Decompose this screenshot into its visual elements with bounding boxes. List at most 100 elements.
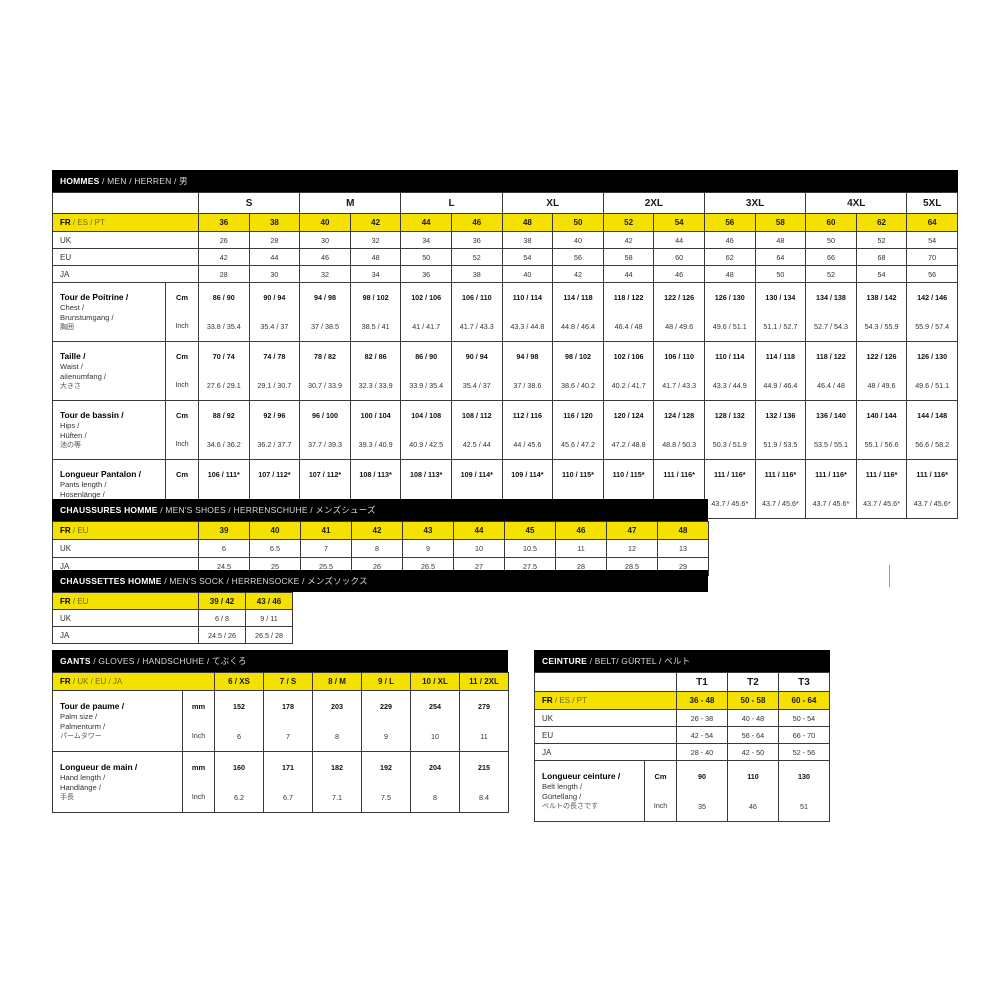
scale-value: 34	[349, 265, 402, 283]
measurement-value-inch: 43.7 / 45.6*	[805, 489, 857, 519]
gloves-value-inch: 8	[312, 721, 362, 752]
shoes-row-label: UK	[52, 539, 199, 558]
measurement-value-inch: 41 / 41.7	[400, 312, 452, 342]
measurement-row-cm: Tour de bassin / Hips / Hüften / 池の等 Cm 88 / …	[52, 400, 958, 460]
size-group-5xl: 5XL	[906, 192, 958, 214]
scale-value: 44	[653, 231, 705, 249]
measurement-value-inch: 35.4 / 37	[248, 312, 301, 342]
gloves-value-inch: 6.7	[263, 782, 313, 813]
scale-value: 58	[602, 248, 655, 266]
measurement-label-ja: 手長	[60, 792, 74, 801]
gloves-value-inch: 11	[459, 721, 509, 752]
shoes-value: 10.5	[504, 539, 556, 558]
measurement-value-inch: 36.2 / 37.7	[248, 430, 301, 460]
scale-value: 70	[906, 248, 958, 266]
belt-value: 56 - 64	[727, 726, 779, 744]
unit-cm: Cm	[165, 459, 199, 489]
fr-label-sub: / EU	[70, 596, 89, 606]
measurement-value-inch: 38.5 / 41	[349, 312, 402, 342]
belt-measurement-row-inch: Inch 35 46 51	[535, 791, 830, 822]
scale-value: 52	[855, 231, 908, 249]
scale-value: 54	[906, 231, 958, 249]
measurement-row-cm: Longueur Pantalon / Pants length / Hosenlä…	[52, 459, 958, 519]
shoes-fr-value: 40	[249, 521, 301, 540]
fr-size-value: 62	[855, 213, 908, 232]
measurement-value-cm: 70 / 74	[198, 341, 250, 371]
measurement-value-inch: 35.4 / 37	[450, 371, 503, 401]
measurement-value-inch: 49.6 / 51.1	[906, 371, 958, 401]
measurement-value-cm: 108 / 112	[450, 400, 503, 430]
measurement-value-inch: 44 / 45.6	[501, 430, 554, 460]
fr-size-value: 60	[805, 213, 857, 232]
measurement-value-inch: 41.7 / 43.3	[450, 312, 503, 342]
scale-value: 42	[198, 248, 250, 266]
gloves-value-mm: 204	[410, 751, 460, 782]
measurement-value-cm: 111 / 116*	[653, 459, 705, 489]
fr-label-main: FR	[60, 677, 71, 686]
measurement-value-inch: 51.9 / 53.5	[754, 430, 807, 460]
size-group-2xl: 2XL	[602, 192, 705, 214]
measurement-value-cm: 109 / 114*	[501, 459, 554, 489]
belt-fr-value: 36 - 48	[676, 691, 728, 710]
socks-value: 6 / 8	[198, 609, 246, 627]
gloves-fr-value: 6 / XS	[214, 672, 264, 691]
gloves-value-mm: 192	[361, 751, 411, 782]
measurement-value-cm: 86 / 90	[400, 341, 452, 371]
fr-size-value: 58	[754, 213, 807, 232]
shoes-fr-value: 43	[402, 521, 454, 540]
belt-value: 28 - 40	[676, 743, 728, 761]
measurement-row-inch: Inch 34.6 / 36.2 36.2 / 37.7 37.7 / 39.3 39.…	[53, 430, 958, 460]
measurement-label-en: Palm size /	[60, 711, 98, 721]
scale-value: 40	[501, 265, 554, 283]
fr-label-main: FR	[542, 696, 553, 705]
belt-size-table-block: CEINTURE / BELT/ GÜRTEL / ベルト T1 T2 T3 FR /…	[534, 650, 830, 822]
unit-mm: mm	[182, 751, 215, 782]
belt-length-cm: 130	[778, 760, 830, 791]
measurement-label-ja: パームタワー	[60, 731, 102, 740]
measurement-label-ja: ベルトの長さです	[542, 801, 598, 810]
measurement-value-cm: 82 / 86	[349, 341, 402, 371]
measurement-label-en: Hips /	[60, 420, 80, 430]
belt-value: 66 - 70	[778, 726, 830, 744]
measurement-label-de: aiIenumfang /	[60, 371, 107, 381]
gloves-fr-value: 9 / L	[361, 672, 411, 691]
fr-size-value: 54	[653, 213, 705, 232]
gloves-value-inch: 6	[214, 721, 264, 752]
gloves-value-inch: 7.5	[361, 782, 411, 813]
belt-measurement-row-cm: Longueur ceinture / Belt length / Gürtella…	[534, 760, 830, 822]
shoes-value: 7	[300, 539, 352, 558]
shoes-banner-main: CHAUSSURES HOMME	[60, 505, 158, 515]
measurement-label-en: Waist /	[60, 361, 83, 371]
scale-value: 32	[299, 265, 351, 283]
socks-section-banner: CHAUSSETTES HOMME / MEN'S SOCK / HERRENS…	[52, 570, 708, 592]
scale-row-eu: EU 42 44 46 48 50 52 54 56 58 60 62 64 66 68 70	[52, 248, 958, 266]
measurement-value-inch: 33.8 / 35.4	[198, 312, 250, 342]
unit-inch: Inch	[165, 430, 199, 460]
scale-value: 54	[855, 265, 908, 283]
scale-value: 30	[248, 265, 301, 283]
size-group-3xl: 3XL	[703, 192, 807, 214]
measurement-value-inch: 32.3 / 33.9	[349, 371, 402, 401]
measurement-row-inch: Inch 27.6 / 29.1 29.1 / 30.7 30.7 / 33.9 32.…	[53, 371, 958, 401]
measurement-value-cm: 112 / 116	[501, 400, 554, 430]
belt-length-cm: 90	[676, 760, 728, 791]
measurement-value-cm: 102 / 106	[602, 341, 655, 371]
fr-size-value: 56	[703, 213, 756, 232]
shoes-fr-value: 47	[606, 521, 658, 540]
measurement-value-cm: 130 / 134	[754, 282, 807, 312]
measurement-value-inch: 34.6 / 36.2	[198, 430, 250, 460]
shoes-value: 6.5	[249, 539, 301, 558]
measurement-value-inch: 45.6 / 47.2	[552, 430, 604, 460]
measurement-title: Longueur Pantalon /	[60, 468, 141, 479]
belt-tier-t2: T2	[727, 672, 779, 692]
belt-row-label: JA	[534, 743, 677, 761]
scale-value: 44	[602, 265, 655, 283]
measurement-value-cm: 102 / 106	[400, 282, 452, 312]
measurement-value-cm: 114 / 118	[754, 341, 807, 371]
unit-inch: Inch	[165, 371, 199, 401]
belt-length-inch: 46	[727, 791, 779, 822]
scale-value: 38	[450, 265, 503, 283]
shoes-fr-value: 44	[453, 521, 505, 540]
socks-banner-main: CHAUSSETTES HOMME	[60, 576, 162, 586]
